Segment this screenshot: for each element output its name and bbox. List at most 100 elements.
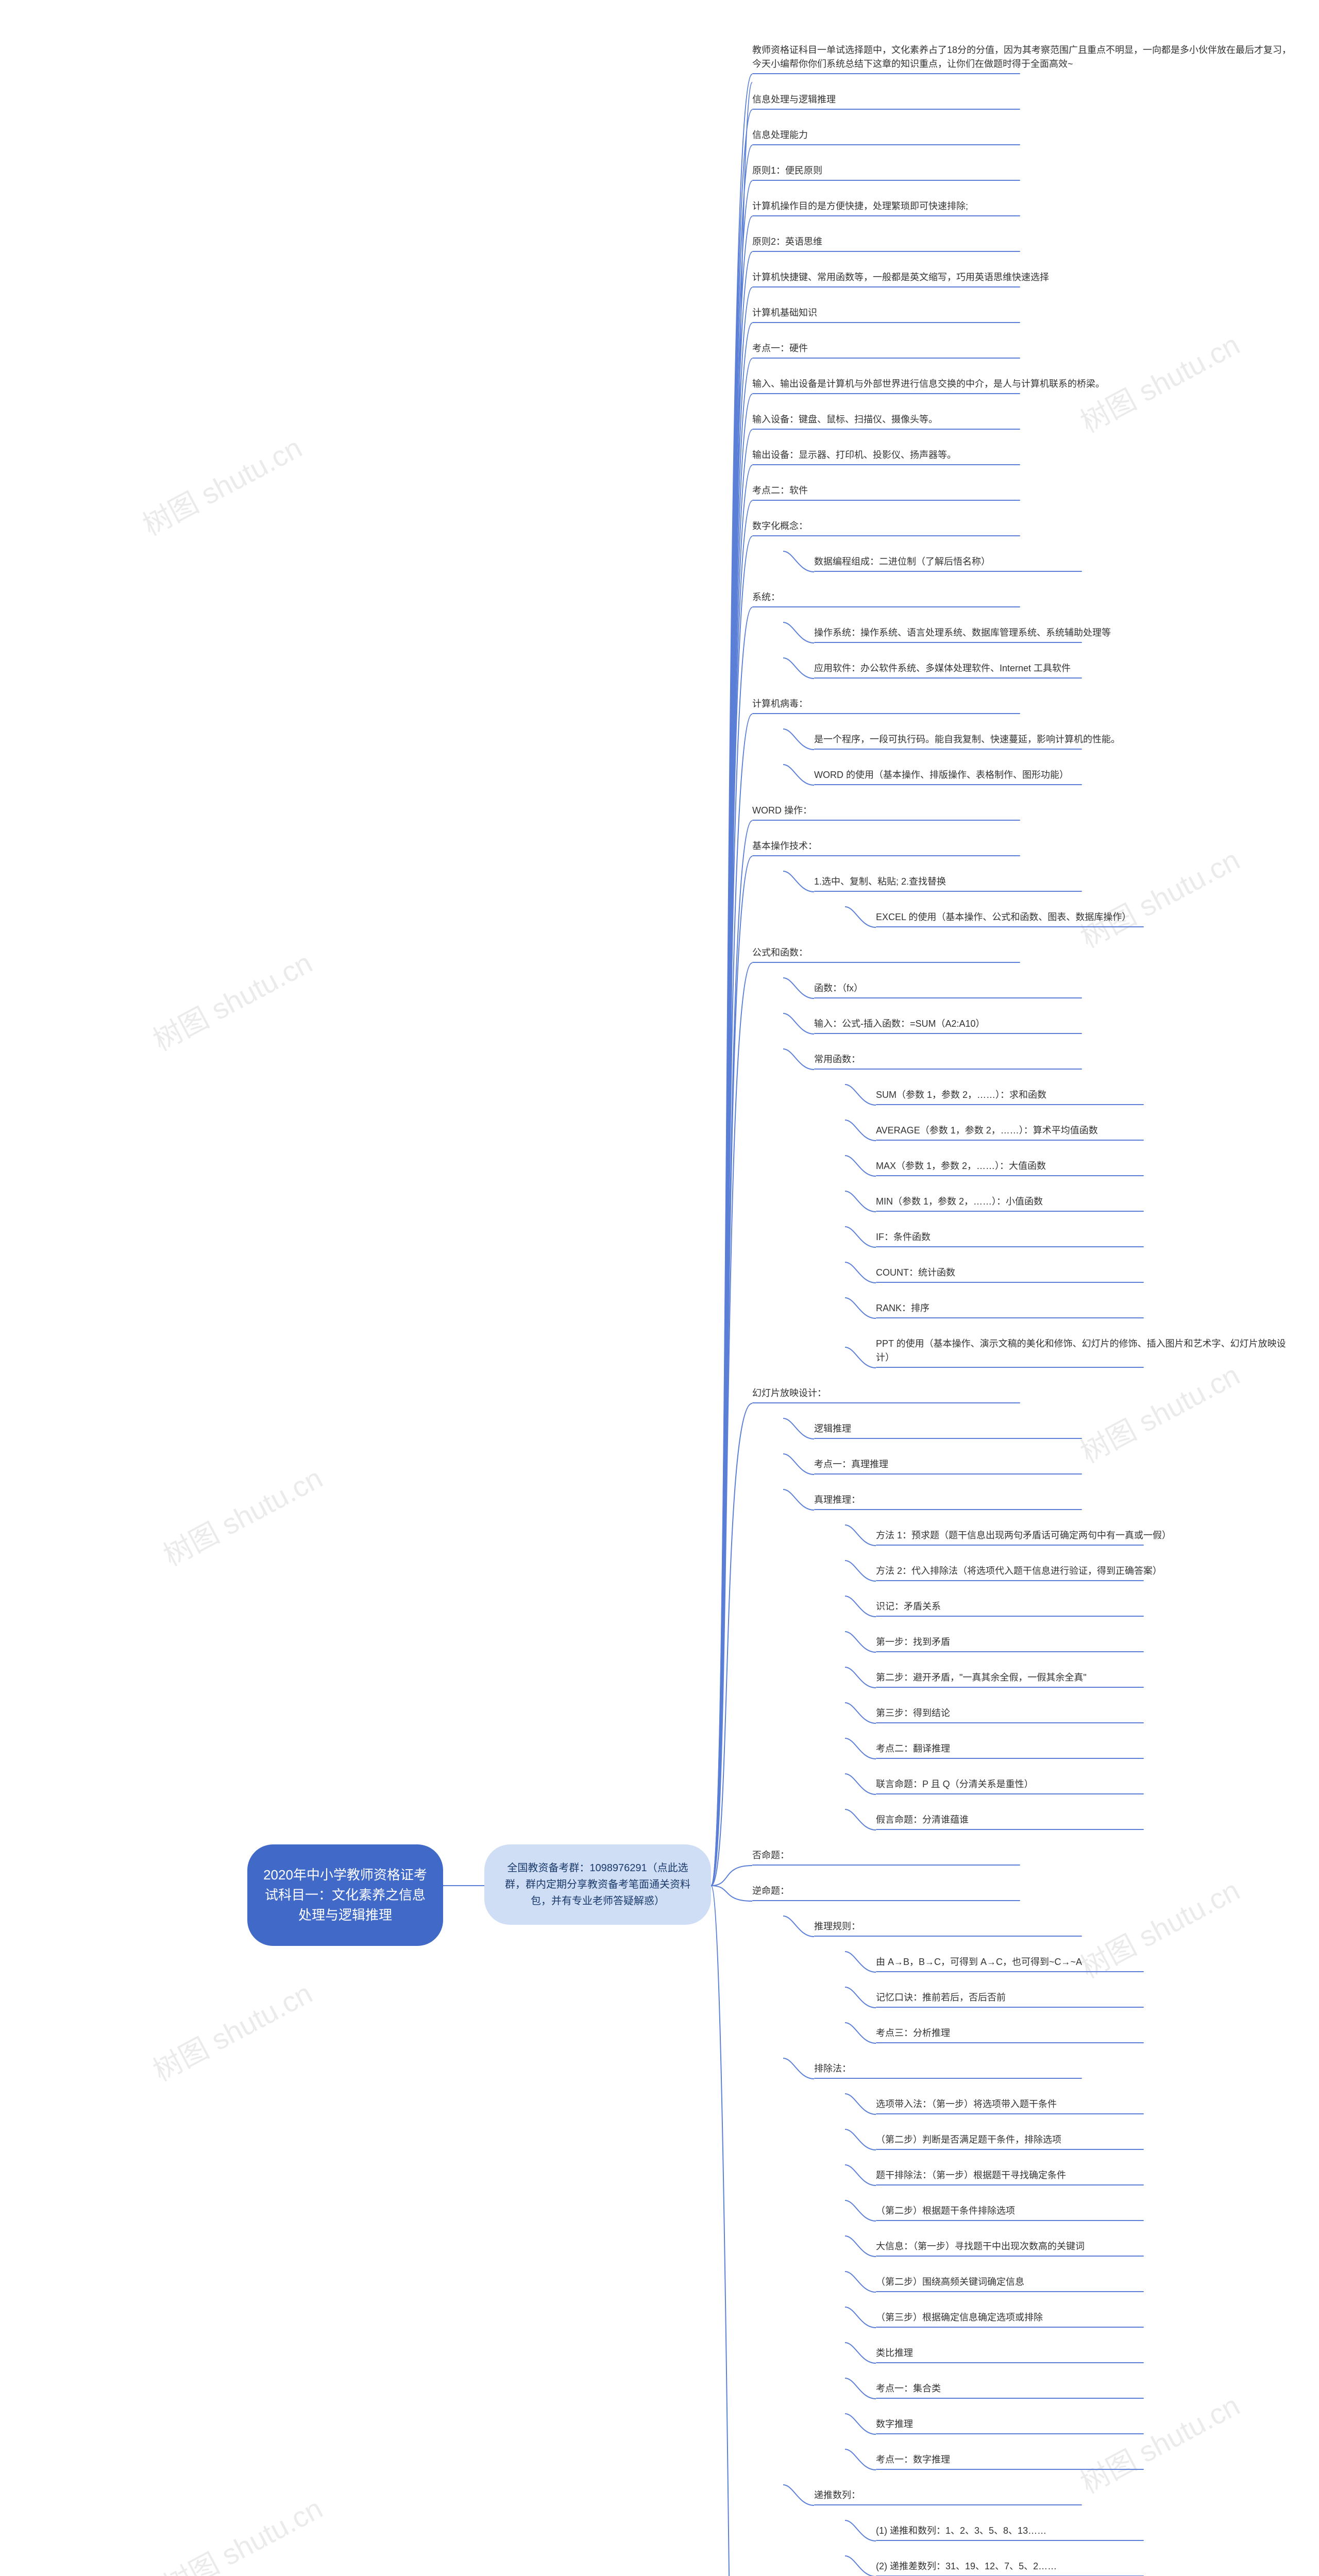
mindmap-node[interactable]: RANK：排序 xyxy=(876,1299,1298,1321)
node-text: (2) 递推差数列：31、19、12、7、5、2…… xyxy=(876,2561,1057,2571)
mindmap-node[interactable]: COUNT：统计函数 xyxy=(876,1264,1298,1286)
mindmap-node[interactable]: 递推数列： xyxy=(814,2486,1298,2509)
mindmap-node[interactable]: 数据编程组成：二进位制（了解后悟名称） xyxy=(814,553,1298,575)
mindmap-node[interactable]: 幻灯片放映设计： xyxy=(752,1384,1298,1406)
mindmap-node[interactable]: 输出设备：显示器、打印机、投影仪、扬声器等。 xyxy=(752,446,1298,468)
node-underline xyxy=(876,1651,1144,1652)
node-underline xyxy=(752,144,1020,145)
mindmap-node[interactable]: WORD 操作： xyxy=(752,802,1298,824)
mindmap-node[interactable]: 数字推理 xyxy=(876,2415,1298,2437)
mindmap-node[interactable]: 方法 1：预求题（题干信息出现两句矛盾话可确定两句中有一真或一假） xyxy=(876,1527,1298,1549)
mindmap-node[interactable]: 计算机快捷键、常用函数等，一般都是英文缩写，巧用英语思维快速选择 xyxy=(752,268,1298,291)
node-underline xyxy=(814,2504,1082,2505)
node-text: 数字化概念： xyxy=(752,521,808,531)
node-text: 记忆口诀：推前若后，否后否前 xyxy=(876,1992,1006,2003)
mindmap-node[interactable]: 应用软件：办公软件系统、多媒体处理软件、Internet 工具软件 xyxy=(814,659,1298,682)
mindmap-node[interactable]: SUM（参数 1，参数 2，……）：求和函数 xyxy=(876,1086,1298,1108)
node-underline xyxy=(752,358,1020,359)
mindmap-node[interactable]: 计算机操作目的是方便快捷，处理繁琐即可快速排除; xyxy=(752,197,1298,219)
node-text: 基本操作技术： xyxy=(752,841,817,851)
mindmap-node[interactable]: （第三步）根据确定信息确定选项或排除 xyxy=(876,2309,1298,2331)
sub-node[interactable]: 全国教资备考群：1098976291（点此选群，群内定期分享教资备考笔面通关资料… xyxy=(484,1844,711,1925)
node-underline xyxy=(752,429,1020,430)
mindmap-node[interactable]: 逆命题： xyxy=(752,1882,1298,1904)
root-node[interactable]: 2020年中小学教师资格证考试科目一：文化素养之信息处理与逻辑推理 xyxy=(247,1844,443,1946)
mindmap-node[interactable]: 记忆口诀：推前若后，否后否前 xyxy=(876,1989,1298,2011)
node-text: 考点一：集合类 xyxy=(876,2383,941,2394)
mindmap-node[interactable]: 考点二：软件 xyxy=(752,482,1298,504)
mindmap-node[interactable]: 大信息：（第一步）寻找题干中出现次数高的关键词 xyxy=(876,2238,1298,2260)
node-text: 应用软件：办公软件系统、多媒体处理软件、Internet 工具软件 xyxy=(814,663,1071,673)
mindmap-node[interactable]: IF：条件函数 xyxy=(876,1228,1298,1250)
mindmap-node[interactable]: 逻辑推理 xyxy=(814,1420,1298,1442)
mindmap-node[interactable]: 考点一：集合类 xyxy=(876,2380,1298,2402)
mindmap-node[interactable]: 识记：矛盾关系 xyxy=(876,1598,1298,1620)
mindmap-node[interactable]: 类比推理 xyxy=(876,2344,1298,2366)
mindmap-node[interactable]: 计算机基础知识 xyxy=(752,304,1298,326)
mindmap-node[interactable]: MAX（参数 1，参数 2，……）：大值函数 xyxy=(876,1157,1298,1179)
node-text: 数据编程组成：二进位制（了解后悟名称） xyxy=(814,556,990,567)
mindmap-node[interactable]: 输入设备：键盘、鼠标、扫描仪、摄像头等。 xyxy=(752,411,1298,433)
mindmap-node[interactable]: 信息处理能力 xyxy=(752,126,1298,148)
mindmap-node[interactable]: （第二步）根据题干条件排除选项 xyxy=(876,2202,1298,2224)
mindmap-node[interactable]: 真理推理： xyxy=(814,1491,1298,1513)
node-text: 原则1：便民原则 xyxy=(752,165,822,176)
mindmap-node[interactable]: 函数：（fx） xyxy=(814,979,1298,1002)
node-underline xyxy=(876,1545,1144,1546)
node-underline xyxy=(752,180,1020,181)
node-underline xyxy=(752,1402,1020,1403)
mindmap-node[interactable]: (2) 递推差数列：31、19、12、7、5、2…… xyxy=(876,2557,1298,2576)
mindmap-node[interactable]: 数字化概念： xyxy=(752,517,1298,539)
node-text: 考点一：数字推理 xyxy=(876,2454,950,2465)
mindmap-node[interactable]: 考点一：硬件 xyxy=(752,340,1298,362)
mindmap-node[interactable]: PPT 的使用（基本操作、演示文稿的美化和修饰、幻灯片的修饰、插入图片和艺术字、… xyxy=(876,1335,1298,1371)
node-text: 计算机病毒： xyxy=(752,699,808,709)
mindmap-node[interactable]: 考点一：真理推理 xyxy=(814,1455,1298,1478)
mindmap-node[interactable]: 题干排除法：（第一步）根据题干寻找确定条件 xyxy=(876,2166,1298,2189)
mindmap-node[interactable]: 计算机病毒： xyxy=(752,695,1298,717)
node-underline xyxy=(876,2540,1144,2541)
mindmap-node[interactable]: 否命题： xyxy=(752,1846,1298,1869)
mindmap-node[interactable]: 输入：公式-插入函数：=SUM（A2:A10） xyxy=(814,1015,1298,1037)
node-underline xyxy=(752,251,1020,252)
mindmap-node[interactable]: AVERAGE（参数 1，参数 2，……）：算术平均值函数 xyxy=(876,1122,1298,1144)
mindmap-node[interactable]: 教师资格证科目一单试选择题中，文化素养占了18分的分值，因为其考察范围广且重点不… xyxy=(752,41,1298,77)
node-text: MIN（参数 1，参数 2，……）：小值函数 xyxy=(876,1196,1043,1207)
mindmap-node[interactable]: 操作系统：操作系统、语言处理系统、数据库管理系统、系统辅助处理等 xyxy=(814,624,1298,646)
mindmap-node[interactable]: 假言命题：分清谁蕴谁 xyxy=(876,1811,1298,1833)
node-text: 第二步：避开矛盾，"一真其余全假，一假其余全真" xyxy=(876,1672,1087,1683)
mindmap-node[interactable]: 第一步：找到矛盾 xyxy=(876,1633,1298,1655)
mindmap-node[interactable]: 考点二：翻译推理 xyxy=(876,1740,1298,1762)
mindmap-node[interactable]: 考点三：分析推理 xyxy=(876,2024,1298,2046)
mindmap-node[interactable]: 联言命题：P 且 Q（分清关系是重性） xyxy=(876,1775,1298,1798)
mindmap-node[interactable]: （第二步）判断是否满足题干条件，排除选项 xyxy=(876,2131,1298,2153)
node-underline xyxy=(876,1317,1144,1318)
node-underline xyxy=(814,2078,1082,2079)
mindmap-node[interactable]: 排除法： xyxy=(814,2060,1298,2082)
mindmap-node[interactable]: WORD 的使用（基本操作、排版操作、表格制作、图形功能） xyxy=(814,766,1298,788)
mindmap-node[interactable]: 原则2：英语思维 xyxy=(752,233,1298,255)
sub-title: 全国教资备考群：1098976291（点此选群，群内定期分享教资备考笔面通关资料… xyxy=(505,1862,690,1907)
mindmap-node[interactable]: 推理规则： xyxy=(814,1918,1298,1940)
mindmap-node[interactable]: 输入、输出设备是计算机与外部世界进行信息交换的中介，是人与计算机联系的桥梁。 xyxy=(752,375,1298,397)
mindmap-node[interactable]: MIN（参数 1，参数 2，……）：小值函数 xyxy=(876,1193,1298,1215)
node-text: 公式和函数： xyxy=(752,947,808,958)
mindmap-node[interactable]: (1) 递推和数列：1、2、3、5、8、13…… xyxy=(876,2522,1298,2544)
mindmap-node[interactable]: 是一个程序，一段可执行码。能自我复制、快速蔓延，影响计算机的性能。 xyxy=(814,731,1298,753)
mindmap-node[interactable]: 考点一：数字推理 xyxy=(876,2451,1298,2473)
mindmap-node[interactable]: 由 A→B，B→C，可得到 A→C，也可得到~C→~A xyxy=(876,1953,1298,1975)
mindmap-node[interactable]: 基本操作技术： xyxy=(752,837,1298,859)
mindmap-node[interactable]: 第二步：避开矛盾，"一真其余全假，一假其余全真" xyxy=(876,1669,1298,1691)
mindmap-node[interactable]: （第二步）围绕高频关键词确定信息 xyxy=(876,2273,1298,2295)
mindmap-node[interactable]: 信息处理与逻辑推理 xyxy=(752,91,1298,113)
mindmap-node[interactable]: 1.选中、复制、粘贴; 2.查找替换 xyxy=(814,873,1298,895)
mindmap-node[interactable]: 系统： xyxy=(752,588,1298,611)
mindmap-node[interactable]: 第三步：得到结论 xyxy=(876,1704,1298,1726)
mindmap-node[interactable]: 原则1：便民原则 xyxy=(752,162,1298,184)
node-underline xyxy=(752,109,1020,110)
mindmap-node[interactable]: 公式和函数： xyxy=(752,944,1298,966)
mindmap-node[interactable]: 选项带入法：（第一步）将选项带入题干条件 xyxy=(876,2095,1298,2117)
mindmap-node[interactable]: 方法 2：代入排除法（将选项代入题干信息进行验证，得到正确答案） xyxy=(876,1562,1298,1584)
mindmap-node[interactable]: 常用函数： xyxy=(814,1050,1298,1073)
mindmap-node[interactable]: EXCEL 的使用（基本操作、公式和函数、图表、数据库操作） xyxy=(876,908,1298,930)
